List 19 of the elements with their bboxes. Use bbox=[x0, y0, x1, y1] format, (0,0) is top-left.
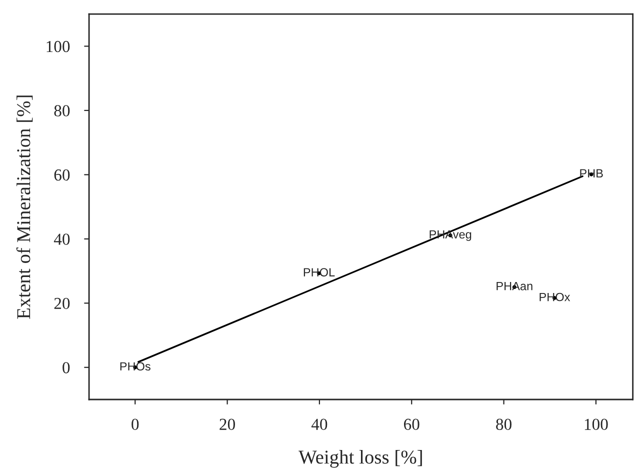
annotation: PHOx bbox=[540, 292, 570, 302]
annotation: PHOL bbox=[304, 268, 335, 276]
y-tick-label: 100 bbox=[46, 40, 70, 52]
y-tick-label: 20 bbox=[54, 298, 70, 310]
y-tick-label: 0 bbox=[62, 362, 70, 374]
annotation: PHOs bbox=[120, 362, 150, 371]
annotation: PHB bbox=[580, 169, 603, 178]
x-tick-label: 80 bbox=[496, 418, 512, 430]
x-tick-label: 60 bbox=[404, 418, 420, 430]
x-tick-label: 20 bbox=[220, 418, 235, 430]
y-tick-label: 40 bbox=[54, 234, 70, 245]
annotation: PHAan bbox=[496, 282, 532, 290]
x-tick-label: 40 bbox=[311, 418, 328, 430]
x-tick-label: 0 bbox=[132, 418, 139, 430]
y-axis-title: Extent of Mineralization [%] bbox=[16, 96, 33, 319]
y-tick-label: 80 bbox=[54, 105, 70, 116]
x-tick-label: 100 bbox=[584, 418, 608, 430]
y-tick-label: 60 bbox=[54, 169, 70, 181]
x-axis-title: Weight loss [%] bbox=[298, 450, 422, 468]
